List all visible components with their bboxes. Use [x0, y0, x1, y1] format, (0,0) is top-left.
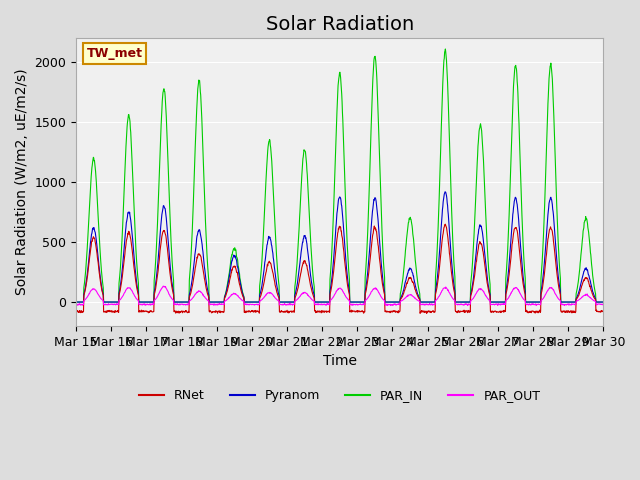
- Pyranom: [177, 299, 184, 305]
- PAR_OUT: [249, 302, 257, 308]
- PAR_IN: [177, 299, 184, 305]
- Pyranom: [248, 299, 256, 305]
- RNet: [491, 308, 499, 314]
- X-axis label: Time: Time: [323, 354, 356, 368]
- RNet: [442, 221, 449, 227]
- PAR_IN: [491, 299, 499, 305]
- Pyranom: [441, 189, 449, 195]
- Line: PAR_IN: PAR_IN: [76, 49, 604, 302]
- PAR_OUT: [600, 301, 607, 307]
- Line: RNet: RNet: [76, 224, 604, 313]
- RNet: [189, 277, 197, 283]
- PAR_OUT: [538, 298, 545, 303]
- PAR_OUT: [491, 302, 499, 308]
- RNet: [248, 309, 256, 314]
- PAR_IN: [537, 276, 545, 281]
- Text: TW_met: TW_met: [86, 47, 143, 60]
- Pyranom: [72, 299, 80, 305]
- RNet: [538, 290, 545, 296]
- Line: PAR_OUT: PAR_OUT: [76, 286, 604, 306]
- Line: Pyranom: Pyranom: [76, 192, 604, 302]
- Pyranom: [421, 299, 429, 305]
- PAR_OUT: [422, 302, 430, 308]
- RNet: [72, 309, 80, 315]
- PAR_OUT: [190, 294, 198, 300]
- Pyranom: [189, 266, 197, 272]
- PAR_OUT: [159, 283, 167, 289]
- PAR_OUT: [177, 301, 185, 307]
- PAR_IN: [421, 299, 429, 305]
- RNet: [600, 308, 607, 314]
- PAR_IN: [248, 299, 256, 305]
- RNet: [423, 311, 431, 316]
- Title: Solar Radiation: Solar Radiation: [266, 15, 414, 34]
- Pyranom: [491, 299, 499, 305]
- Pyranom: [537, 289, 545, 295]
- PAR_IN: [600, 299, 607, 305]
- RNet: [177, 309, 184, 314]
- Legend: RNet, Pyranom, PAR_IN, PAR_OUT: RNet, Pyranom, PAR_IN, PAR_OUT: [134, 384, 545, 407]
- PAR_OUT: [383, 303, 391, 309]
- RNet: [421, 309, 429, 315]
- PAR_IN: [189, 199, 197, 204]
- Pyranom: [600, 299, 607, 305]
- PAR_OUT: [72, 302, 80, 308]
- PAR_IN: [442, 46, 449, 52]
- Y-axis label: Solar Radiation (W/m2, uE/m2/s): Solar Radiation (W/m2, uE/m2/s): [15, 69, 29, 296]
- PAR_IN: [72, 299, 80, 305]
